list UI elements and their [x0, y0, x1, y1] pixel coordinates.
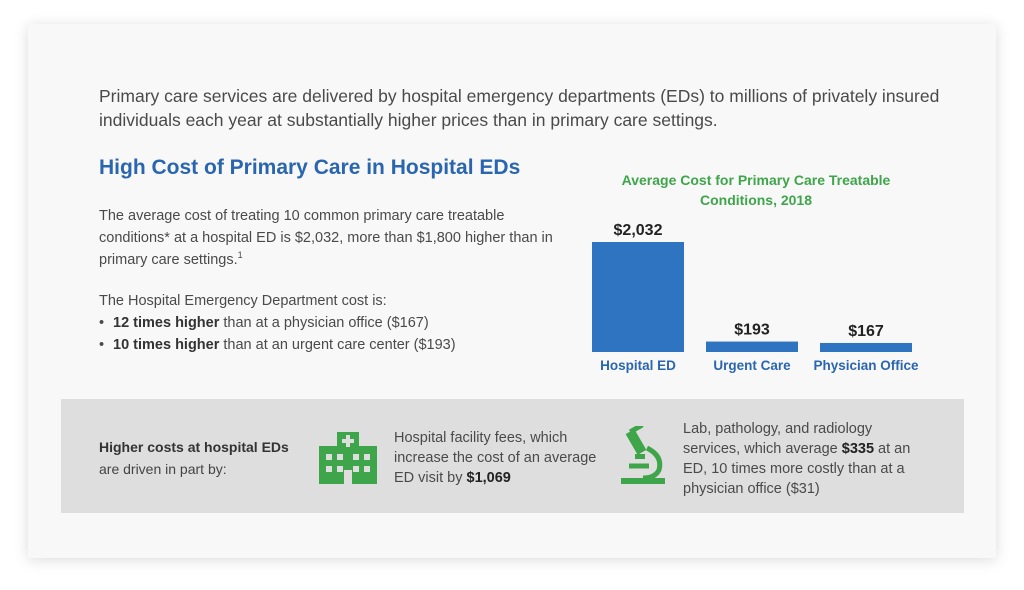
- bullet-marker: •: [99, 315, 105, 331]
- facility-fees-amount: $1,069: [466, 470, 511, 486]
- bar-value-label: $193: [734, 322, 770, 339]
- bullet-bold: 10 times higher: [113, 337, 220, 353]
- cost-bullet-list: • 12 times higher than at a physician off…: [99, 312, 456, 356]
- lab-services-text: Lab, pathology, and radiology services, …: [683, 419, 933, 499]
- category-label: Urgent Care: [713, 358, 791, 373]
- bullet-bold: 12 times higher: [113, 315, 220, 331]
- cost-intro: The Hospital Emergency Department cost i…: [99, 293, 387, 309]
- lab-services-desc: Lab, pathology, and radiology services, …: [683, 421, 873, 457]
- bullet-marker: •: [99, 337, 105, 353]
- cost-paragraph-text: The average cost of treating 10 common p…: [99, 208, 553, 268]
- bar-chart: $2,032 Hospital ED $193 Urgent Care $167 Phys…: [592, 222, 919, 373]
- bullet-text: than at an urgent care center ($193): [219, 337, 456, 353]
- cost-drivers-label-bold: Higher costs at hospital EDs: [99, 439, 289, 455]
- lab-services-after: at an ED, 10 times more costly than at a…: [683, 441, 911, 497]
- bar-value-label: $2,032: [614, 222, 663, 239]
- section-heading: High Cost of Primary Care in Hospital ED…: [99, 156, 521, 179]
- category-label: Hospital ED: [600, 358, 676, 373]
- intro-text: Primary care services are delivered by h…: [99, 86, 940, 130]
- bar-physician-office: [820, 342, 912, 352]
- chart-title: Average Cost for Primary Care Treatable …: [621, 172, 891, 208]
- cost-paragraph: The average cost of treating 10 common p…: [99, 205, 559, 271]
- category-label: Physician Office: [813, 358, 919, 373]
- list-item: • 10 times higher than at an urgent care …: [99, 334, 456, 356]
- microscope-icon: [621, 426, 665, 484]
- lab-services-amount: $335: [841, 441, 875, 457]
- cost-drivers-label-rest: are driven in part by:: [99, 461, 227, 477]
- hospital-icon: [319, 432, 377, 484]
- bar-hospital-ed: [592, 242, 684, 352]
- bar-value-label: $167: [848, 323, 884, 340]
- footnote-marker: 1: [237, 250, 243, 261]
- bullet-text: than at a physician office ($167): [219, 315, 429, 331]
- cost-drivers-band: [61, 399, 964, 513]
- bar-urgent-care: [706, 341, 798, 352]
- list-item: • 12 times higher than at a physician off…: [99, 312, 456, 334]
- facility-fees-text: Hospital facility fees, which increase t…: [394, 428, 609, 488]
- facility-fees-desc: Hospital facility fees, which increase t…: [394, 430, 597, 486]
- cost-drivers-label: Higher costs at hospital EDs are driven i…: [99, 436, 319, 480]
